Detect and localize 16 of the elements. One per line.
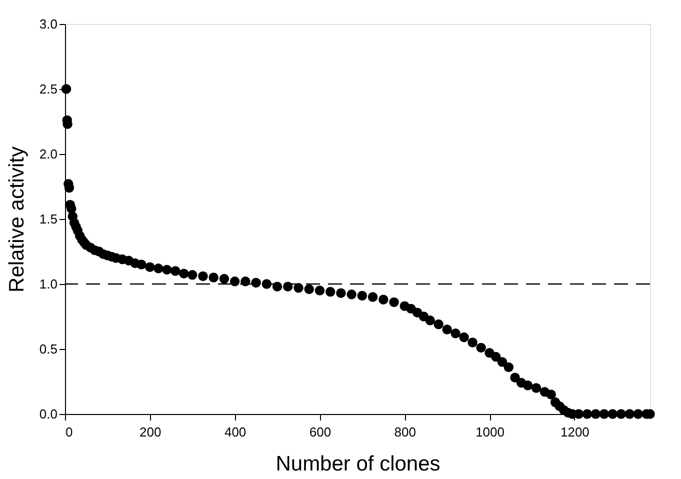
y-tick-label: 1.0	[39, 276, 58, 292]
y-tick-label: 0.0	[39, 406, 58, 422]
y-tick-label: 0.5	[39, 342, 58, 356]
x-tick-label: 200	[140, 424, 162, 440]
y-tick-label: 3.0	[39, 16, 58, 32]
x-tick-label: 400	[224, 424, 246, 440]
x-tick-label: 0	[66, 424, 73, 440]
x-axis-title: Number of clones	[276, 452, 440, 476]
x-tick-label: 1200	[560, 424, 590, 440]
y-axis-title: Relative activity	[5, 146, 28, 292]
x-tick-label: 600	[309, 424, 332, 440]
x-tick-label: 800	[394, 424, 416, 440]
y-tick-label: 2.5	[39, 82, 58, 96]
x-tick-label: 1000	[476, 424, 504, 440]
y-tick-label: 2.0	[39, 146, 58, 162]
y-tick-label: 1.5	[39, 212, 58, 226]
